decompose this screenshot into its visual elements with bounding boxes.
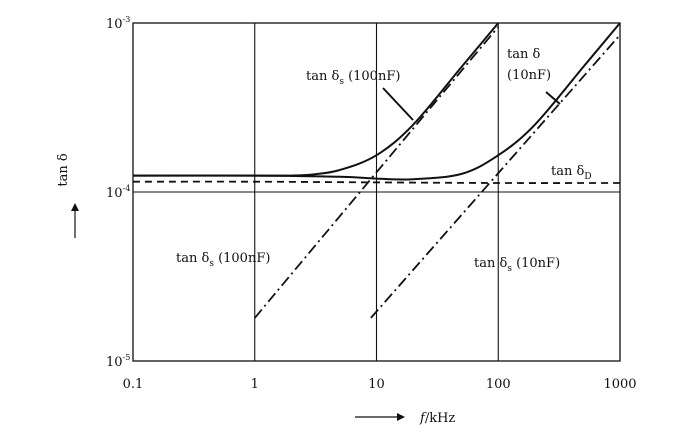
x-tick-label: 1000: [603, 377, 636, 392]
annotation-4: tan δD: [551, 164, 592, 182]
series-line-4-dashdot: [254, 26, 499, 319]
series-line-3-dashed: [132, 180, 621, 184]
x-tick-label: 100: [486, 377, 511, 392]
x-axis-unit: /kHz: [425, 411, 456, 426]
x-tick-label: 0.1: [123, 377, 144, 392]
grid: [133, 23, 620, 361]
y-tick-label: 10-4: [106, 184, 130, 201]
y-tick-label: 10-5: [106, 353, 130, 370]
x-axis-arrow-head: [397, 413, 405, 421]
y-axis-title: tan δ: [56, 153, 71, 186]
annotation-3: (10nF): [507, 68, 551, 83]
y-axis-arrow-head: [71, 203, 79, 211]
tick-labels: 0.1 1 10 100 1000 10-3 10-4 10-5: [106, 15, 637, 392]
y-tick-label: 10-3: [106, 15, 130, 32]
leader-line-2: [545, 91, 561, 105]
x-tick-label: 10: [368, 377, 385, 392]
annotations: tan δs (100nF) tan δ (10nF) tan δD tan δs (1…: [176, 47, 592, 274]
leader-line-1: [382, 87, 414, 121]
x-axis-var: f: [419, 411, 427, 426]
annotation-5: tan δs (100nF): [176, 251, 270, 269]
annotation-6: tan δs (10nF): [474, 256, 560, 274]
x-tick-label: 1: [251, 377, 259, 392]
series-line-5-dashdot: [370, 34, 621, 319]
annotation-2: tan δ: [507, 47, 540, 62]
series-line-1-solid: [133, 22, 500, 177]
annotation-1: tan δs (100nF): [306, 69, 400, 87]
x-axis-title: f/kHz: [419, 411, 455, 426]
